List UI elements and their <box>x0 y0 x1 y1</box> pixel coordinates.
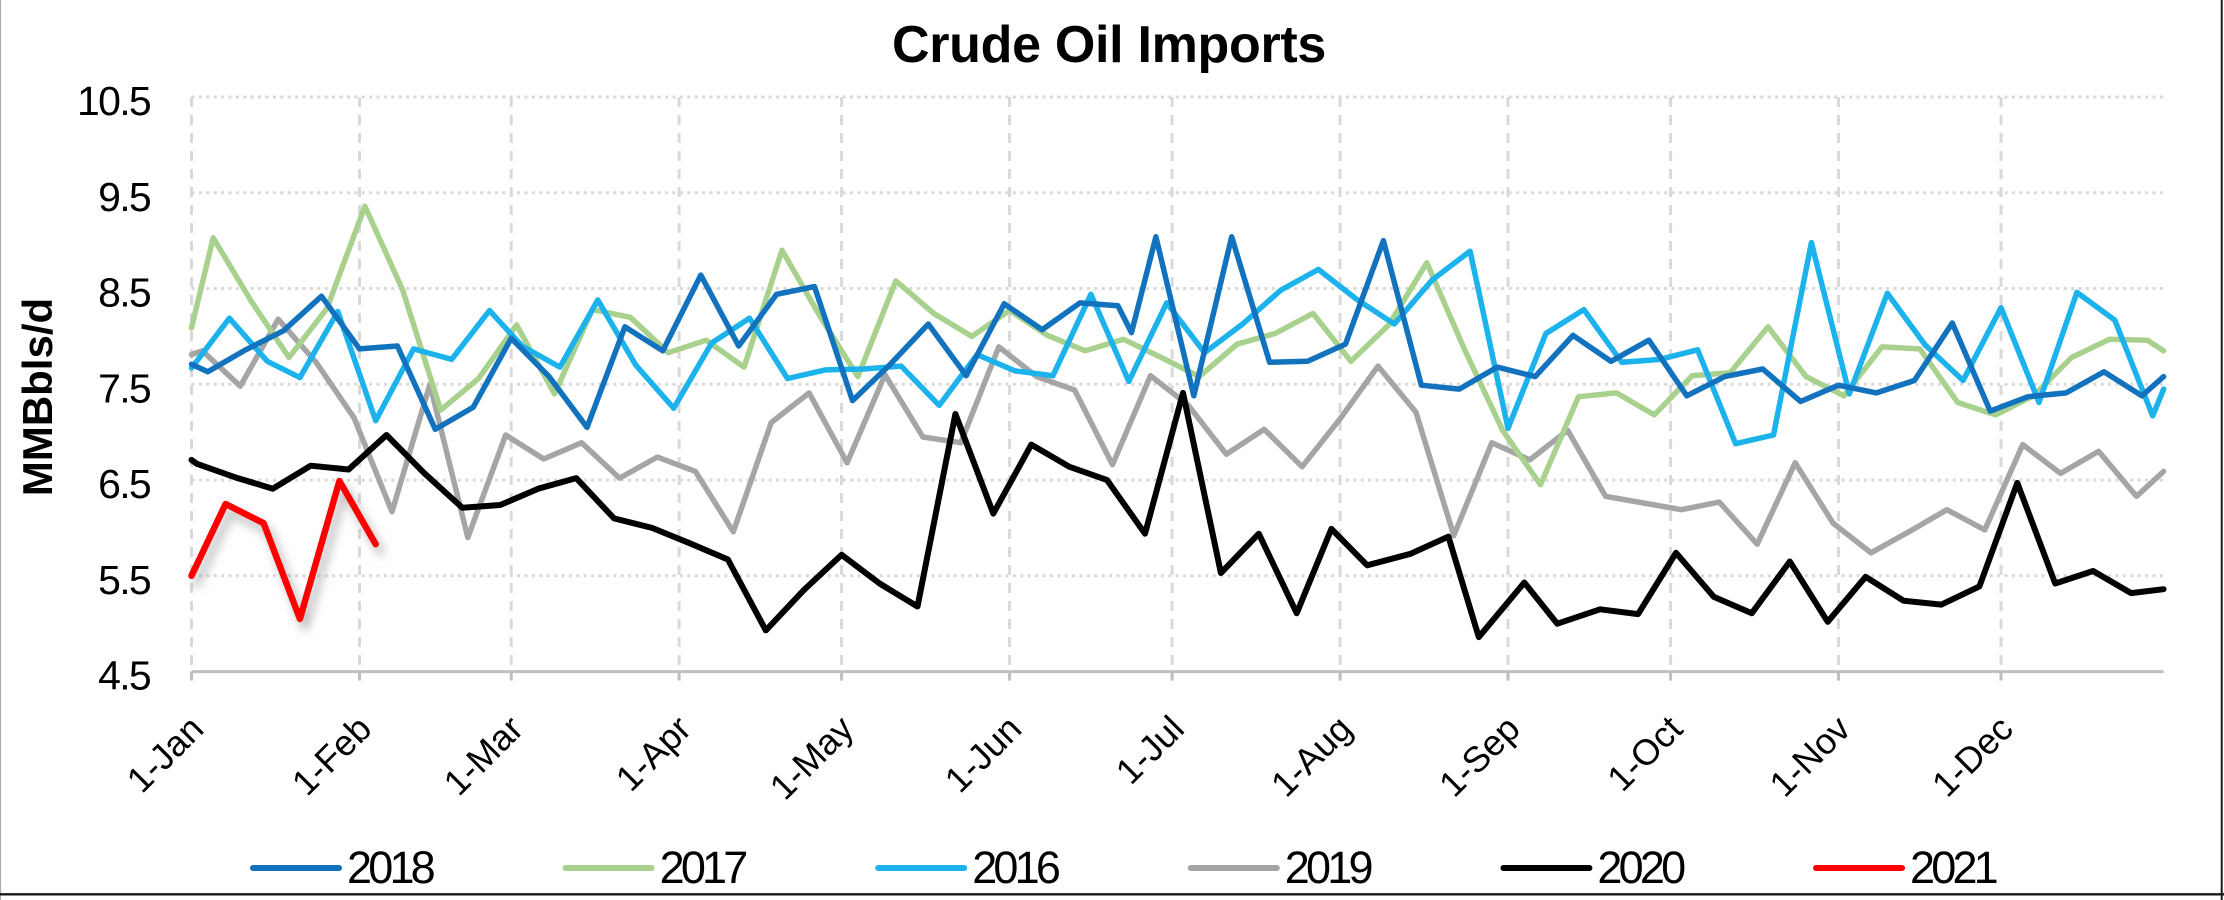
svg-text:Crude Oil Imports: Crude Oil Imports <box>892 16 1326 74</box>
svg-text:5.5: 5.5 <box>98 557 151 603</box>
svg-text:2019: 2019 <box>1285 842 1372 893</box>
svg-text:2016: 2016 <box>972 842 1060 893</box>
svg-text:2020: 2020 <box>1597 842 1685 893</box>
svg-text:7.5: 7.5 <box>98 365 151 411</box>
svg-text:4.5: 4.5 <box>98 653 151 699</box>
svg-text:2021: 2021 <box>1910 842 1997 893</box>
svg-text:6.5: 6.5 <box>98 461 151 507</box>
svg-text:2018: 2018 <box>347 842 435 893</box>
svg-text:8.5: 8.5 <box>98 270 151 316</box>
svg-text:10.5: 10.5 <box>77 78 151 124</box>
svg-text:MMBbls/d: MMBbls/d <box>14 298 61 496</box>
svg-text:2017: 2017 <box>660 842 747 893</box>
svg-text:9.5: 9.5 <box>98 174 151 220</box>
